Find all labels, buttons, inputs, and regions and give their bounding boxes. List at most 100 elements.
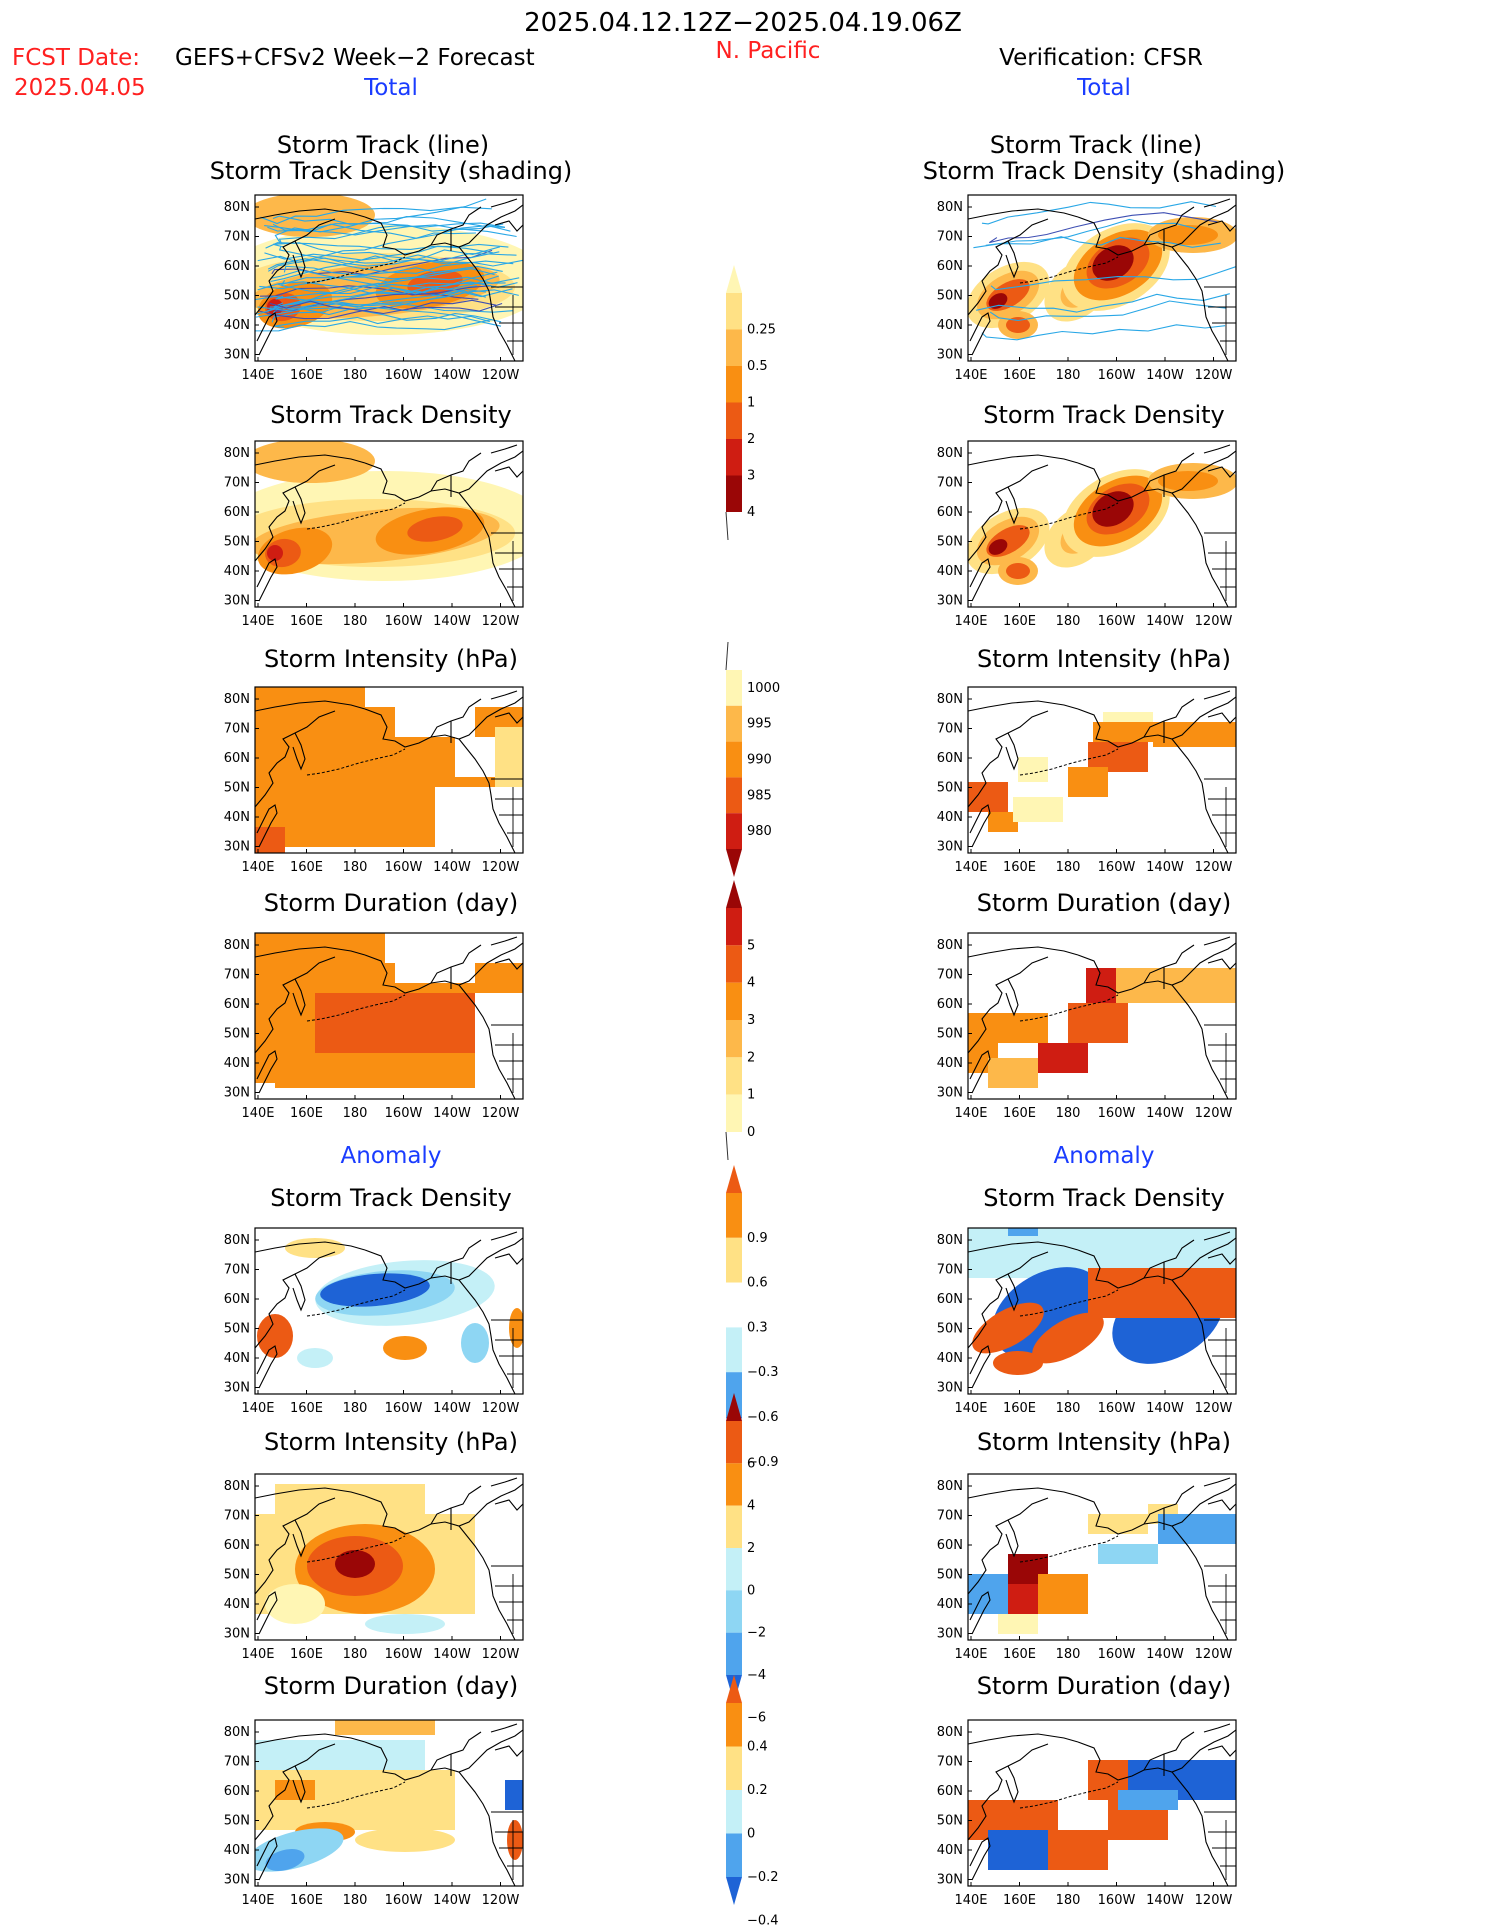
storm-track-line (255, 318, 493, 332)
lon-tick-label: 160W (1098, 1893, 1136, 1908)
colorbar-swatch (726, 880, 742, 908)
lat-tick-label: 50N (224, 1027, 250, 1042)
storm-track-line (981, 324, 1226, 341)
left-map-4: 80N 70N 60N 50N 40N 30N 140E 160E 180 160W 140W 120… (224, 932, 524, 1121)
lon-tick-label: 140E (954, 614, 987, 629)
lat-tick-label: 50N (937, 1814, 963, 1829)
lon-tick-label: 140E (954, 1647, 987, 1662)
lon-tick-label: 180 (1056, 1106, 1081, 1121)
lat-tick-label: 80N (937, 692, 963, 707)
lon-tick-label: 160E (1003, 1647, 1036, 1662)
map-frame (254, 1473, 524, 1641)
colorbar-swatch (726, 1421, 742, 1464)
lon-tick-label: 180 (1056, 614, 1081, 629)
lat-tick-label: 40N (937, 1056, 963, 1071)
lat-tick-label: 50N (937, 781, 963, 796)
lat-tick-label: 40N (224, 1056, 250, 1071)
colorbar-swatch (726, 777, 742, 814)
colorbar-swatch (726, 1393, 742, 1421)
lon-tick-label: 120W (482, 368, 520, 383)
lon-tick-label: 160W (1098, 368, 1136, 383)
colorbar-swatch (726, 1165, 742, 1193)
colorbar-label: 2 (747, 432, 755, 447)
lon-tick-label: 140W (1146, 1647, 1184, 1662)
lon-tick-label: 160W (1098, 860, 1136, 875)
right-anomaly-label: Anomaly (1053, 1143, 1155, 1169)
colorbar-swatch (726, 1020, 742, 1058)
colorbar-swatch (726, 1094, 742, 1132)
lat-tick-label: 60N (937, 751, 963, 766)
lon-tick-label: 140W (433, 1647, 471, 1662)
storm-track-line (256, 306, 502, 327)
lon-tick-label: 160E (290, 1893, 323, 1908)
left-anomaly-label: Anomaly (340, 1143, 442, 1169)
storm-track-line (269, 287, 487, 308)
lon-tick-label: 140E (241, 1401, 274, 1416)
colorbar-intensity-anomaly: 6 4 2 0 −2 −4 −6 (726, 1393, 766, 1725)
lon-tick-label: 140E (241, 860, 274, 875)
lat-tick-label: 60N (937, 1784, 963, 1799)
colorbar-swatch (726, 1505, 742, 1548)
colorbar-label: 2 (747, 1541, 755, 1556)
lat-tick-label: 70N (937, 968, 963, 983)
right-map-5: 80N 70N 60N 50N 40N 30N 140E 160E 180 160W 140W 120… (937, 1227, 1237, 1416)
lon-tick-label: 140W (1146, 860, 1184, 875)
colorbar-label: 0 (747, 1827, 755, 1842)
storm-track-line (272, 216, 506, 231)
lat-tick-label: 30N (224, 840, 250, 855)
right-map-3: 80N 70N 60N 50N 40N 30N 140E 160E 180 160W 140W 120… (937, 686, 1237, 875)
storm-track-line (271, 288, 487, 323)
lat-tick-label: 60N (937, 1538, 963, 1553)
right-panel-2-title: Storm Track Density (983, 401, 1225, 429)
lat-tick-label: 30N (224, 1086, 250, 1101)
lon-tick-label: 160W (385, 860, 423, 875)
lat-tick-label: 30N (224, 1381, 250, 1396)
lon-tick-label: 160E (290, 860, 323, 875)
lat-tick-label: 50N (937, 1322, 963, 1337)
colorbar-label: 3 (747, 469, 755, 484)
lon-tick-label: 120W (482, 1893, 520, 1908)
lat-tick-label: 30N (937, 1381, 963, 1396)
lat-tick-label: 80N (224, 1479, 250, 1494)
storm-track-line (257, 246, 501, 267)
lat-tick-label: 80N (937, 1233, 963, 1248)
colorbar-swatch (726, 475, 742, 512)
storm-track-line (267, 223, 504, 236)
lon-tick-label: 140E (241, 614, 274, 629)
lon-tick-label: 160E (290, 1647, 323, 1662)
lon-tick-label: 160E (290, 368, 323, 383)
colorbar-label: 0 (747, 1583, 755, 1598)
storm-track-line (258, 299, 497, 320)
lat-tick-label: 30N (224, 594, 250, 609)
map-frame (967, 932, 1237, 1100)
colorbar-swatch (726, 1675, 742, 1703)
left-panel-1-title2: Storm Track Density (shading) (209, 157, 573, 185)
storm-track-line (270, 268, 495, 286)
colorbar-swatch (726, 945, 742, 983)
shading-layer (968, 1228, 1236, 1394)
right-panel-4-title: Storm Duration (day) (976, 889, 1232, 917)
lat-tick-label: 70N (224, 722, 250, 737)
lon-tick-label: 120W (1195, 368, 1233, 383)
lon-tick-label: 160E (1003, 1893, 1036, 1908)
map-frame (967, 686, 1237, 854)
lon-tick-label: 140E (241, 1893, 274, 1908)
lon-tick-label: 120W (1195, 860, 1233, 875)
colorbar-swatch (726, 1746, 742, 1790)
colorbar-label: 0.9 (747, 1231, 768, 1246)
lon-tick-label: 160E (1003, 368, 1036, 383)
left-map-6: 80N 70N 60N 50N 40N 30N 140E 160E 180 160W 140W 120… (224, 1473, 524, 1662)
colorbar-label: 0.3 (747, 1320, 768, 1335)
colorbar-swatch (726, 1790, 742, 1834)
lat-tick-label: 70N (224, 1755, 250, 1770)
lat-tick-label: 70N (937, 722, 963, 737)
lat-tick-label: 80N (224, 692, 250, 707)
shading-layer (968, 1723, 1236, 1886)
left-map-5: 80N 70N 60N 50N 40N 30N 140E 160E 180 160W 140W 120… (224, 1227, 524, 1416)
lat-tick-label: 60N (224, 1292, 250, 1307)
lat-tick-label: 70N (224, 476, 250, 491)
shading-layer (255, 441, 523, 607)
lat-tick-label: 70N (224, 230, 250, 245)
lon-tick-label: 160W (1098, 1401, 1136, 1416)
lat-tick-label: 40N (224, 810, 250, 825)
